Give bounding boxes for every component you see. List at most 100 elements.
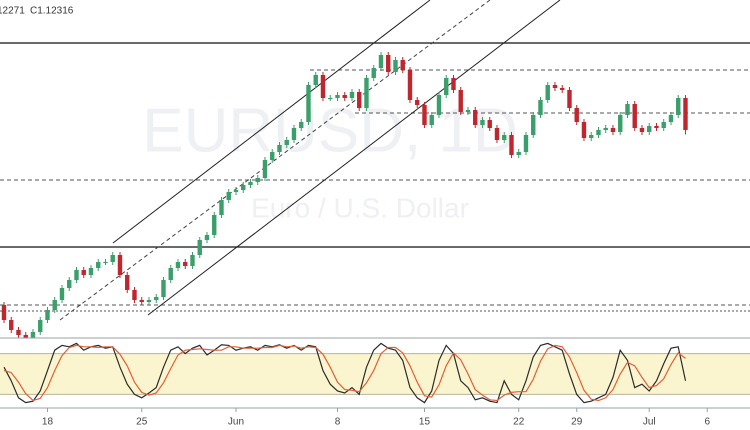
candle-body: [59, 288, 65, 300]
candle-body: [248, 182, 253, 185]
candle-body: [299, 122, 304, 128]
candle-body: [618, 115, 623, 132]
x-tick-label: 22: [513, 417, 525, 428]
candle-body: [683, 98, 688, 130]
candle-body: [146, 300, 152, 302]
candle-body: [610, 128, 616, 132]
x-tick-label: 18: [42, 417, 54, 428]
candle-body: [371, 68, 376, 78]
candle-body: [357, 92, 362, 108]
candle-body: [313, 75, 318, 85]
candle-body: [320, 75, 326, 98]
candle-body: [523, 135, 529, 152]
candle-body: [139, 300, 144, 302]
channel-upper: [112, 0, 431, 244]
candle-body: [30, 332, 36, 338]
x-tick-label: Jun: [228, 417, 244, 428]
candle-body: [74, 270, 79, 280]
x-tick-label: 25: [136, 417, 148, 428]
candle-body: [386, 55, 391, 72]
candle-body: [183, 262, 188, 266]
candle-body: [502, 135, 507, 140]
candle-body: [545, 85, 550, 100]
x-tick-label: 15: [419, 417, 431, 428]
candle-body: [444, 78, 449, 95]
candle-body: [509, 135, 514, 155]
candle-body: [349, 92, 355, 98]
candle-body: [1, 305, 7, 320]
candle-body: [117, 255, 123, 275]
candle-body: [574, 108, 579, 122]
candle-body: [197, 240, 202, 255]
candle-body: [494, 128, 500, 140]
candle-body: [647, 126, 652, 132]
x-tick-label: 6: [704, 417, 710, 428]
candle-body: [219, 200, 224, 215]
x-tick-label: Jul: [643, 417, 656, 428]
candle-body: [16, 330, 21, 335]
candle-body: [154, 297, 159, 300]
candle-body: [407, 70, 413, 100]
stoch-line: [3, 344, 686, 402]
stoch-band: [0, 353, 750, 395]
candle-body: [204, 235, 210, 240]
candle-body: [552, 85, 558, 88]
channel-middle: [59, 0, 491, 321]
candle-body: [639, 128, 645, 132]
candle-body: [378, 55, 384, 68]
candle-body: [52, 300, 57, 310]
stoch-line: [3, 342, 687, 404]
candle-body: [560, 88, 565, 90]
candle-body: [103, 262, 108, 263]
candle-body: [125, 275, 130, 290]
candle-body: [168, 268, 173, 280]
candle-body: [654, 126, 659, 128]
candle-body: [364, 78, 369, 108]
candle-body: [661, 122, 666, 128]
candle-body: [567, 90, 572, 108]
candle-body: [88, 268, 94, 275]
candle-body: [45, 310, 50, 320]
candle-body: [422, 105, 427, 125]
candle-body: [190, 255, 195, 266]
candle-body: [241, 185, 246, 190]
candle-body: [400, 60, 405, 70]
candle-body: [175, 262, 181, 268]
candle-body: [596, 130, 601, 135]
candle-body: [110, 255, 115, 262]
candle-body: [393, 60, 398, 72]
candles: [1, 52, 688, 338]
candle-body: [38, 320, 43, 332]
candle-body: [625, 104, 630, 115]
candle-body: [277, 145, 282, 152]
candle-body: [212, 215, 217, 235]
candle-body: [67, 280, 72, 288]
candle-body: [415, 100, 420, 105]
candle-body: [161, 280, 166, 297]
watermark-symbol: EURUSD, 1D: [142, 96, 518, 165]
candle-body: [255, 178, 260, 182]
drawings: [0, 0, 750, 321]
candle-body: [284, 140, 289, 145]
candle-body: [291, 128, 297, 140]
candle-body: [342, 95, 347, 98]
x-tick-label: 8: [335, 417, 341, 428]
x-tick-label: 29: [571, 417, 583, 428]
x-axis-labels: 18 25 Jun 8 15 22 29 Jul 6: [42, 408, 710, 428]
candle-body: [473, 110, 478, 125]
candle-body: [480, 120, 485, 125]
candle-body: [676, 98, 681, 115]
legend-close: C1.12316: [30, 6, 74, 17]
stochastic: [0, 342, 750, 404]
candle-body: [270, 152, 275, 160]
candle-body: [531, 115, 536, 135]
candle-body: [538, 100, 543, 115]
candle-body: [23, 335, 28, 338]
candle-body: [436, 95, 442, 115]
candle-body: [429, 115, 434, 125]
candle-body: [487, 120, 492, 128]
candle-body: [81, 270, 86, 275]
legend-low: 12271: [0, 6, 25, 17]
candle-body: [458, 90, 463, 112]
